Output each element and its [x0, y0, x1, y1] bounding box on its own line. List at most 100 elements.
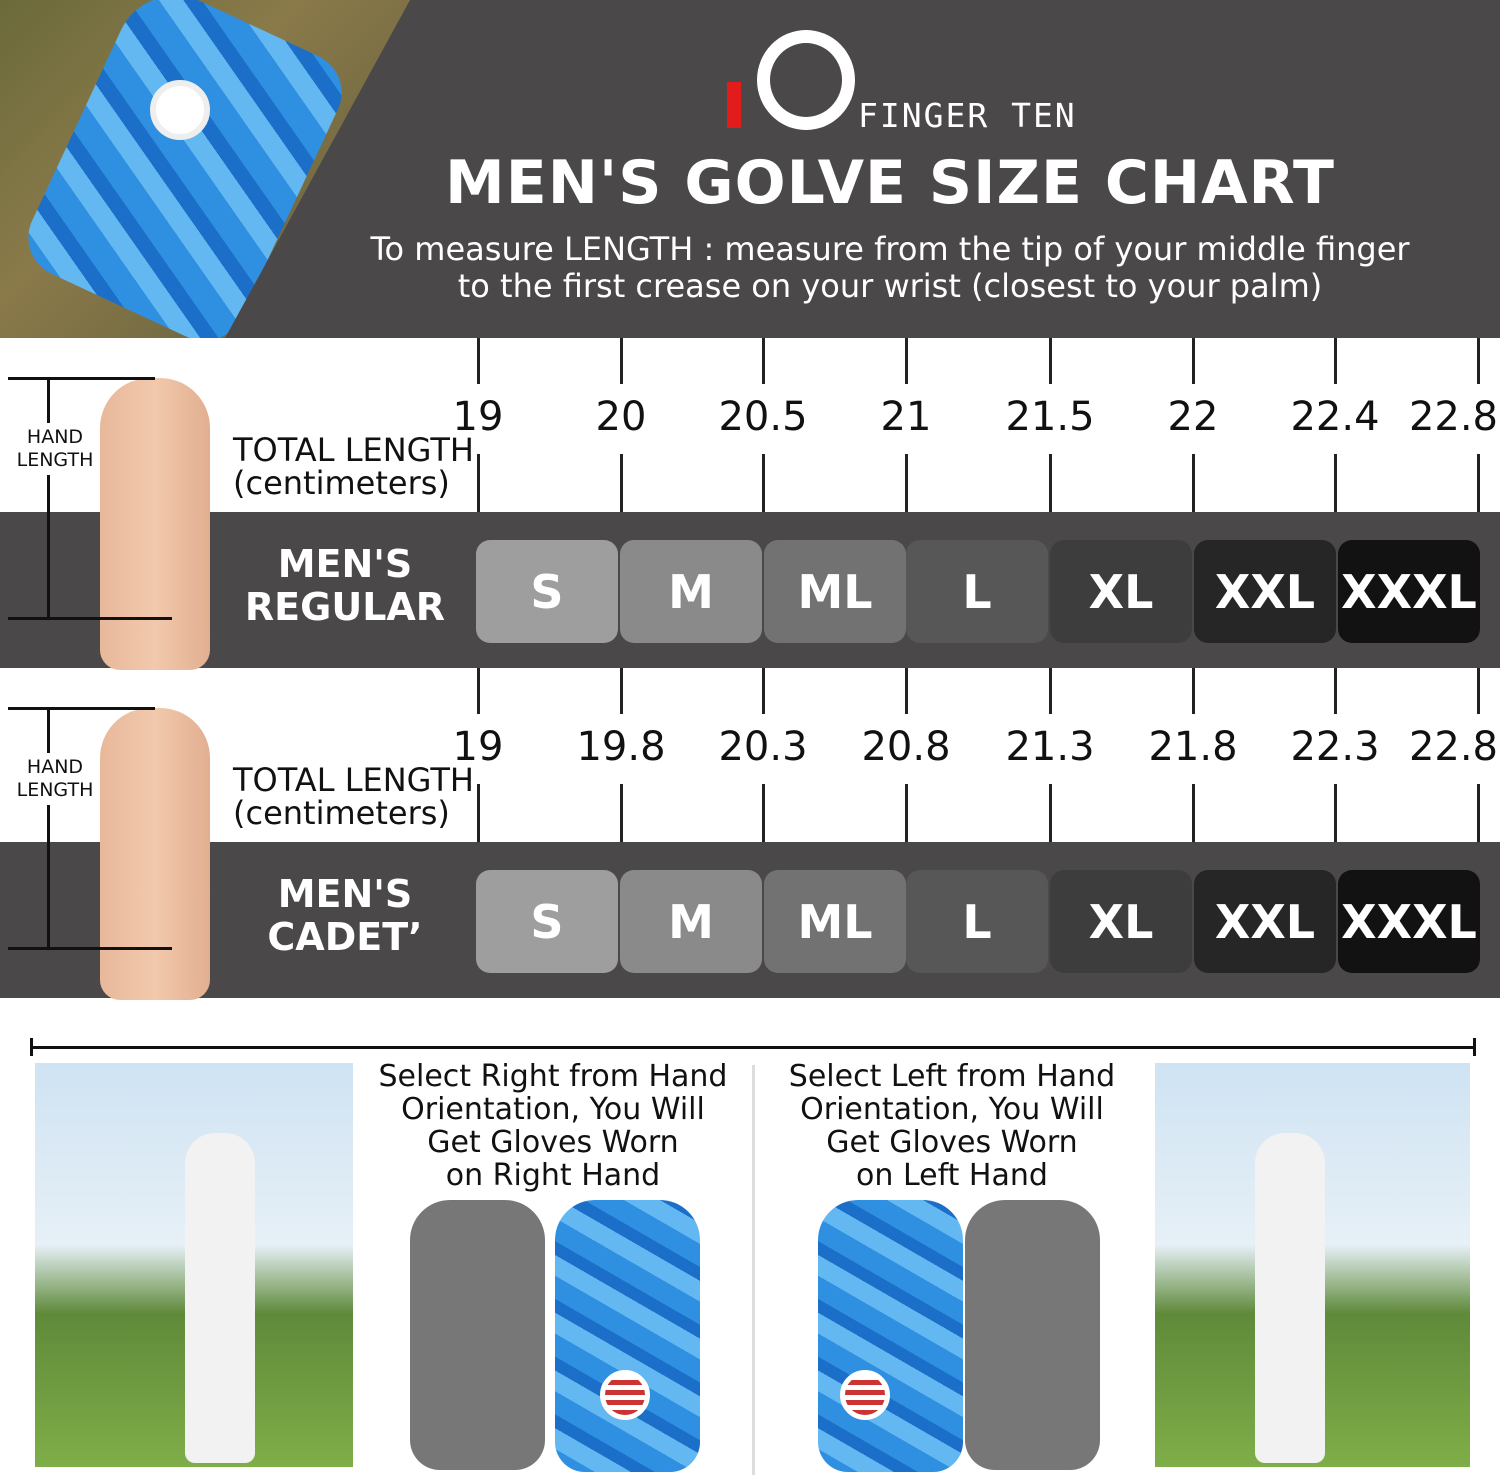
size-pill-xxxl: XXXL — [1338, 870, 1480, 973]
brand-name: FINGER TEN — [858, 96, 1077, 135]
category-label: MEN'S REGULAR — [215, 543, 475, 629]
category-line: MEN'S — [277, 872, 413, 916]
length-tick — [1477, 668, 1480, 714]
length-tick — [1477, 454, 1480, 512]
length-value: 22 — [1167, 394, 1219, 440]
length-value: 22.8 — [1408, 394, 1498, 440]
instruction-line: Select Right from Hand — [378, 1059, 728, 1094]
category-label: MEN'S CADET’ — [215, 873, 475, 959]
instruction-line: on Left Hand — [856, 1158, 1048, 1193]
length-value: 22.8 — [1408, 724, 1498, 770]
logo-ring-icon — [757, 30, 855, 130]
length-tick — [762, 668, 765, 714]
measure-line-bottom — [8, 947, 172, 950]
total-length-label: TOTAL LENGTH — [233, 431, 474, 469]
grey-glove-outline-image — [410, 1200, 545, 1470]
divider-line — [30, 1046, 1476, 1049]
length-tick — [477, 668, 480, 714]
header-banner: FINGER TEN MEN'S GOLVE SIZE CHART To mea… — [0, 0, 1500, 338]
flag-ball-marker-icon — [600, 1370, 650, 1420]
camo-glove-image — [555, 1200, 700, 1472]
hand-length-label: HAND LENGTH — [16, 426, 94, 471]
measure-line-vertical — [47, 378, 50, 423]
subtitle-line-1: To measure LENGTH : measure from the tip… — [370, 230, 1410, 268]
length-value: 20.5 — [718, 394, 808, 440]
length-value: 19 — [452, 724, 504, 770]
length-value: 22.3 — [1290, 724, 1380, 770]
category-line: MEN'S — [277, 542, 413, 586]
instruction-line: on Right Hand — [445, 1158, 661, 1193]
length-value: 21 — [880, 394, 932, 440]
measure-line-top — [8, 707, 155, 710]
length-value: 19 — [452, 394, 504, 440]
length-tick — [1049, 454, 1052, 512]
length-tick — [477, 454, 480, 512]
left-handed-golfer-photo — [1155, 1063, 1470, 1467]
size-pill-xl: XL — [1050, 870, 1192, 973]
length-value: 20.8 — [861, 724, 951, 770]
length-tick — [762, 784, 765, 842]
length-tick — [1192, 338, 1195, 384]
length-value: 21.8 — [1148, 724, 1238, 770]
length-value: 19.8 — [576, 724, 666, 770]
length-tick — [1192, 454, 1195, 512]
instruction-line: Select Left from Hand — [788, 1059, 1116, 1094]
length-tick — [477, 338, 480, 384]
category-line: CADET’ — [267, 915, 423, 959]
length-tick — [1049, 338, 1052, 384]
instruction-line: Get Gloves Worn — [427, 1125, 679, 1160]
length-tick — [477, 784, 480, 842]
length-tick — [1049, 668, 1052, 714]
size-pill-s: S — [476, 870, 618, 973]
size-pill-l: L — [906, 540, 1048, 643]
length-tick — [762, 338, 765, 384]
center-divider — [752, 1065, 755, 1475]
measure-line-vertical — [47, 475, 50, 617]
instruction-line: Orientation, You Will — [401, 1092, 705, 1127]
length-value: 20 — [595, 394, 647, 440]
measure-line-top — [8, 377, 155, 380]
right-hand-instructions: Select Right from Hand Orientation, You … — [358, 1060, 748, 1192]
length-tick — [905, 784, 908, 842]
size-pill-xxl: XXL — [1194, 870, 1336, 973]
length-tick — [905, 454, 908, 512]
hand-length-label: HAND LENGTH — [16, 756, 94, 801]
golfer-figure — [185, 1133, 255, 1463]
length-value: 21.5 — [1005, 394, 1095, 440]
measure-line-vertical — [47, 708, 50, 753]
size-pill-ml: ML — [764, 540, 906, 643]
length-tick — [620, 668, 623, 714]
length-tick — [620, 454, 623, 512]
divider-cap — [1473, 1038, 1476, 1056]
total-length-unit: (centimeters) — [233, 794, 450, 832]
length-tick — [1477, 338, 1480, 384]
camo-glove-image — [818, 1200, 963, 1472]
size-pill-xxl: XXL — [1194, 540, 1336, 643]
instruction-line: Orientation, You Will — [800, 1092, 1104, 1127]
length-value: 21.3 — [1005, 724, 1095, 770]
size-pill-l: L — [906, 870, 1048, 973]
length-tick — [620, 338, 623, 384]
length-tick — [1049, 784, 1052, 842]
length-value: 22.4 — [1290, 394, 1380, 440]
length-tick — [1192, 668, 1195, 714]
size-pill-s: S — [476, 540, 618, 643]
length-value: 20.3 — [718, 724, 808, 770]
flag-ball-marker-icon — [150, 80, 210, 140]
size-pill-ml: ML — [764, 870, 906, 973]
category-line: REGULAR — [244, 585, 446, 629]
length-tick — [905, 668, 908, 714]
logo-bar-icon — [727, 82, 741, 128]
measure-line-bottom — [8, 617, 172, 620]
length-tick — [1334, 338, 1337, 384]
length-tick — [1477, 784, 1480, 842]
length-tick — [905, 338, 908, 384]
hand-image — [100, 378, 210, 670]
length-tick — [1192, 784, 1195, 842]
total-length-label: TOTAL LENGTH — [233, 761, 474, 799]
length-tick — [1334, 668, 1337, 714]
length-tick — [620, 784, 623, 842]
length-tick — [1334, 454, 1337, 512]
golfer-figure — [1255, 1133, 1325, 1463]
subtitle-line-2: to the first crease on your wrist (close… — [457, 267, 1323, 305]
